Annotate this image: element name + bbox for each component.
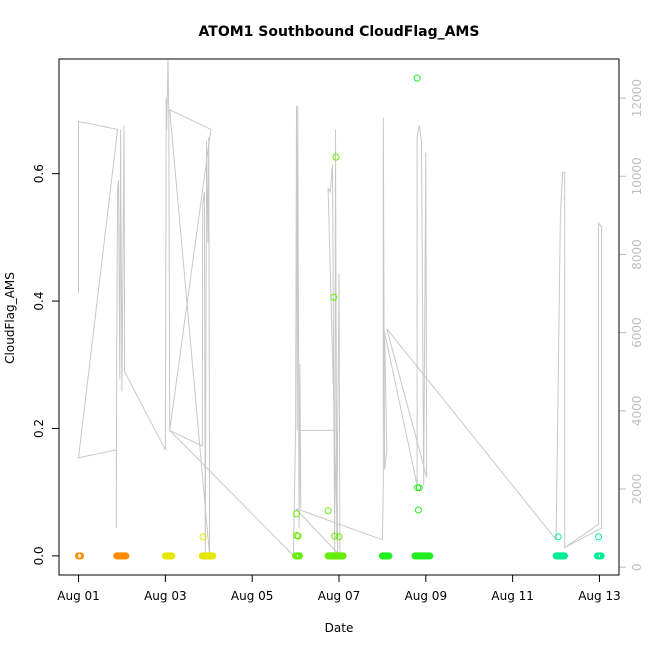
data-point [554,533,562,541]
chart-title: ATOM1 Southbound CloudFlag_AMS [199,24,480,40]
y2-tick-label: 12000 [630,79,644,117]
data-point [385,552,393,560]
data-point [77,552,84,560]
data-point [168,552,176,560]
data-point [332,153,340,161]
x-tick-label: Aug 05 [231,589,274,603]
data-point [122,552,130,560]
y-tick-label: 0.2 [32,419,46,438]
y2-tick-label: 4000 [630,396,644,427]
y-tick-label: 0.6 [32,164,46,183]
data-point [339,552,347,560]
y2-tick-label: 8000 [630,239,644,270]
data-point [595,533,603,541]
data-point [561,552,568,560]
secondary-line-layer [77,58,603,557]
data-point [324,507,332,515]
x-tick-label: Aug 03 [144,589,187,603]
data-point [293,510,300,518]
x-tick-label: Aug 07 [318,589,361,603]
data-point [296,552,303,560]
y2-tick-label: 10000 [630,157,644,195]
y2-tick-label: 2000 [630,474,644,505]
data-point [415,484,423,492]
axes-layer: Aug 01 Aug 03 Aug 05 Aug 07 Aug 09 Aug 11 Aug … [32,79,644,603]
y-tick-label: 0.0 [32,546,46,565]
x-tick-label: Aug 01 [57,589,100,603]
y-axis-label: CloudFlag_AMS [3,272,17,364]
data-point [199,533,207,541]
y2-tick-label: 0 [630,563,644,571]
data-point [413,74,421,82]
x-axis-label: Date [325,621,354,635]
secondary-series-line [77,58,603,557]
data-point [331,532,339,540]
data-point [414,506,422,514]
data-point [294,532,302,540]
data-point [209,552,217,560]
data-point [330,293,338,301]
plot-frame [58,58,620,576]
x-tick-label: Aug 13 [578,589,621,603]
y2-tick-label: 6000 [630,317,644,348]
points-layer [75,74,605,560]
x-tick-label: Aug 09 [405,589,448,603]
x-tick-label: Aug 11 [491,589,534,603]
data-point [335,533,343,541]
y-tick-label: 0.4 [32,292,46,311]
data-point [597,552,605,560]
data-point [426,552,434,560]
